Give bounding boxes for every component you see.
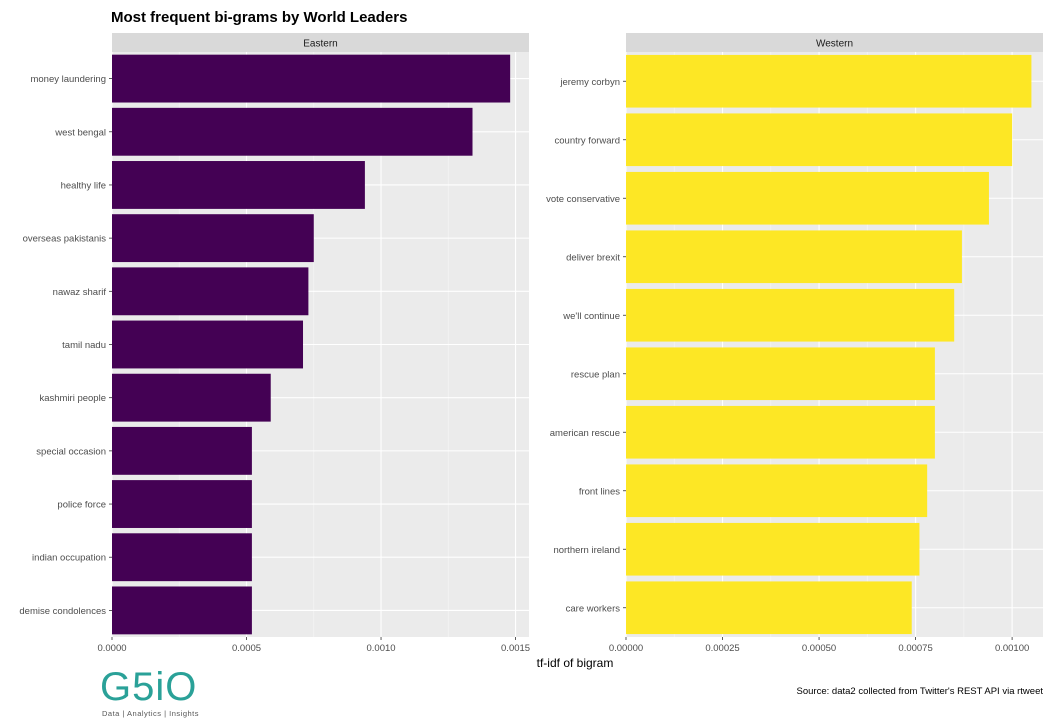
y-tick-label: west bengal — [54, 127, 106, 138]
y-tick-label: kashmiri people — [39, 393, 106, 404]
x-tick-label: 0.0010 — [367, 643, 396, 654]
bar — [112, 373, 271, 422]
bar — [112, 426, 252, 475]
y-tick-label: northern ireland — [553, 545, 620, 556]
bar — [626, 113, 1013, 167]
x-tick-label: 0.0015 — [501, 643, 530, 654]
x-axis-title: tf-idf of bigram — [537, 656, 614, 670]
panel-eastern: Eastern 0.0000 0.0005 0.0010 0.0015 money lau… — [19, 33, 530, 654]
bar — [626, 171, 989, 225]
bar — [112, 214, 314, 263]
y-tick-label: healthy life — [61, 180, 106, 191]
y-tick-label: money laundering — [30, 74, 106, 85]
y-tick-label: special occasion — [36, 446, 106, 457]
chart-caption: Source: data2 collected from Twitter's R… — [797, 686, 1044, 697]
bar — [626, 288, 955, 342]
logo-text: G5iO — [100, 665, 197, 709]
chart-title: Most frequent bi-grams by World Leaders — [111, 9, 407, 26]
y-tick-label: care workers — [566, 603, 621, 614]
bar — [112, 533, 252, 582]
facet-label: Eastern — [303, 39, 337, 50]
bar — [626, 54, 1032, 108]
y-tick-label: overseas pakistanis — [23, 234, 107, 245]
x-tick-label: 0.0000 — [97, 643, 126, 654]
y-tick-label: rescue plan — [571, 369, 620, 380]
y-tick-label: demise condolences — [19, 606, 106, 617]
bar — [112, 107, 473, 156]
y-tick-label: we'll continue — [562, 311, 620, 322]
x-tick-label: 0.00075 — [898, 643, 932, 654]
y-tick-label: police force — [57, 500, 106, 511]
bar — [112, 54, 511, 103]
logo-tagline: Data | Analytics | Insights — [102, 709, 199, 718]
y-tick-label: vote conservative — [546, 194, 620, 205]
y-tick-label: american rescue — [550, 428, 620, 439]
y-tick-label: indian occupation — [32, 553, 106, 564]
bar — [112, 586, 252, 635]
bar — [626, 347, 935, 401]
x-tick-label: 0.00025 — [705, 643, 739, 654]
bar — [112, 267, 309, 316]
logo: G5iO Data | Analytics | Insights — [100, 665, 199, 718]
bar — [112, 480, 252, 528]
facet-strip — [112, 33, 529, 52]
x-tick-label: 0.00000 — [609, 643, 643, 654]
bar — [626, 405, 935, 459]
x-tick-label: 0.00050 — [802, 643, 836, 654]
y-tick-label: front lines — [579, 486, 620, 497]
bar — [626, 522, 920, 576]
bar — [626, 581, 912, 635]
bar — [112, 320, 304, 369]
y-tick-label: tamil nadu — [62, 340, 106, 351]
y-tick-label: deliver brexit — [566, 252, 620, 263]
bar — [626, 230, 962, 284]
x-tick-label: 0.00100 — [995, 643, 1029, 654]
panel-western: Western 0.00000 0.00025 0.00050 0.00075 0.001… — [546, 33, 1043, 654]
facet-strip — [626, 33, 1043, 52]
y-tick-label: country forward — [555, 135, 620, 146]
bar — [112, 161, 365, 209]
bar — [626, 464, 928, 518]
x-tick-label: 0.0005 — [232, 643, 261, 654]
y-tick-label: nawaz sharif — [53, 287, 107, 298]
facet-label: Western — [816, 39, 853, 50]
y-tick-label: jeremy corbyn — [559, 77, 620, 88]
